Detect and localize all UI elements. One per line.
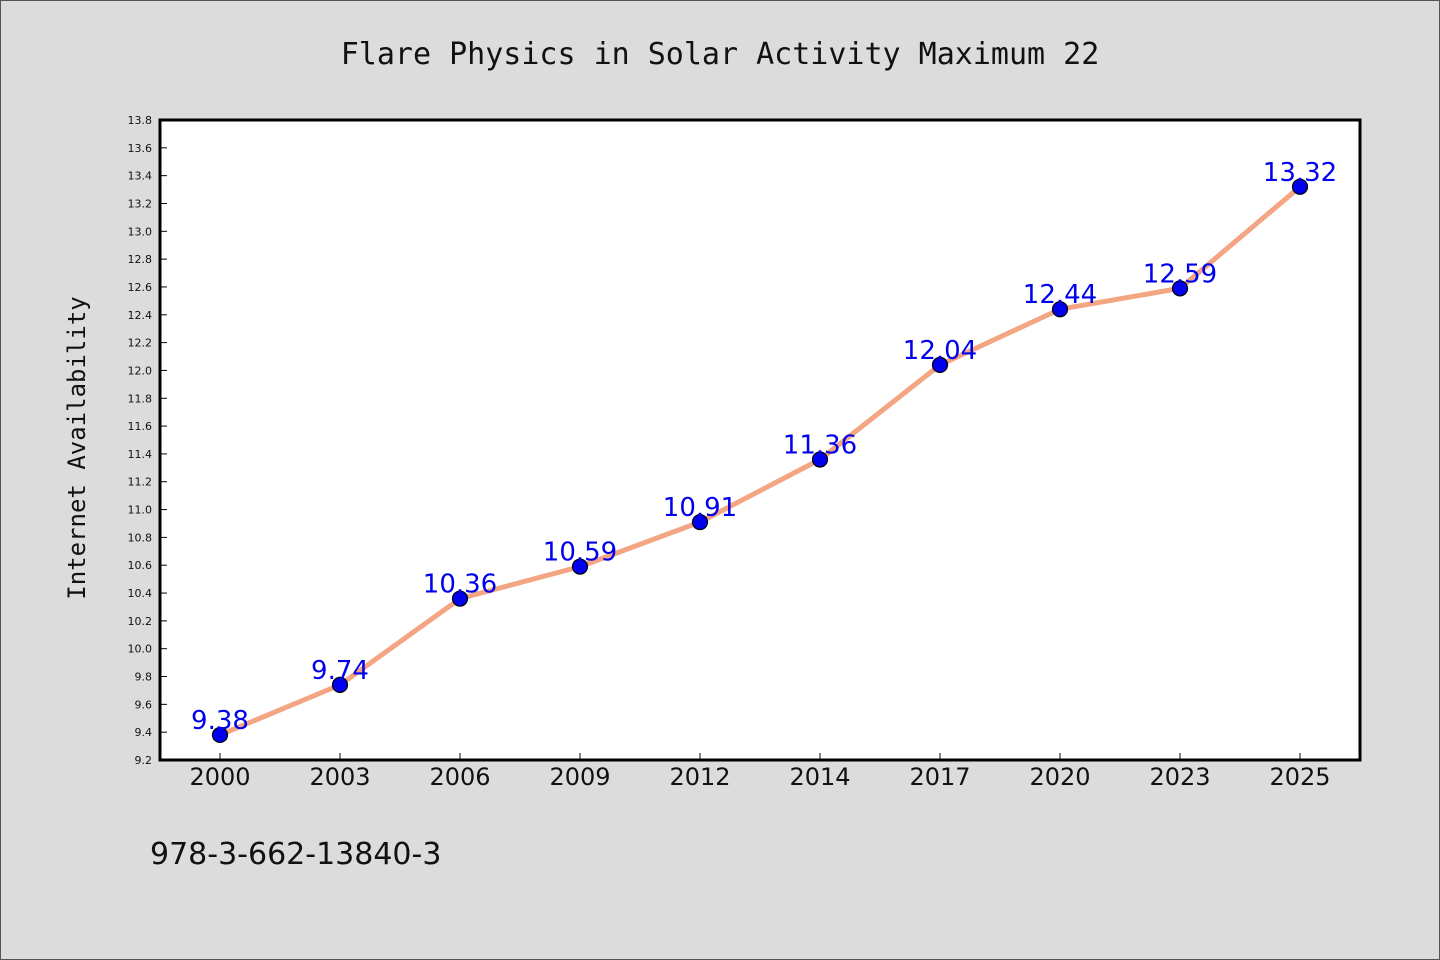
data-point bbox=[811, 451, 829, 468]
data-label: 12.44 bbox=[1023, 280, 1097, 310]
data-point bbox=[451, 590, 469, 607]
data-point bbox=[1291, 178, 1309, 195]
y-tick-label: 11.2 bbox=[128, 476, 153, 489]
data-point bbox=[571, 558, 589, 575]
y-tick-label: 10.4 bbox=[128, 587, 153, 600]
y-tick-label: 13.6 bbox=[128, 142, 153, 155]
x-tick-label: 2023 bbox=[1149, 763, 1210, 791]
x-tick-label: 2020 bbox=[1029, 763, 1090, 791]
y-tick-label: 12.2 bbox=[128, 337, 153, 350]
y-tick-label: 9.2 bbox=[135, 754, 153, 767]
y-tick-label: 10.2 bbox=[128, 615, 153, 628]
y-tick-label: 10.0 bbox=[128, 643, 153, 656]
data-label: 9.38 bbox=[191, 706, 249, 736]
y-axis-label: Internet Availability bbox=[63, 296, 91, 599]
x-tick-label: 2017 bbox=[909, 763, 970, 791]
x-tick-label: 2009 bbox=[549, 763, 610, 791]
y-tick-label: 9.8 bbox=[135, 671, 153, 684]
data-label: 12.59 bbox=[1143, 259, 1217, 289]
isbn-footer: 978-3-662-13840-3 bbox=[150, 837, 441, 872]
x-axis: 2000 2003 2006 2009 2012 2014 2017 2020 2023 2025 bbox=[189, 753, 1331, 791]
y-tick-label: 9.6 bbox=[135, 698, 153, 711]
data-point bbox=[211, 726, 229, 744]
x-tick-label: 2025 bbox=[1269, 763, 1330, 791]
y-tick-label: 12.6 bbox=[128, 281, 153, 294]
data-label: 11.36 bbox=[783, 430, 857, 460]
y-axis: 9.2 9.4 9.6 9.8 10.0 10.2 10.4 10.6 10.8 11.0 11.2… bbox=[128, 114, 167, 767]
y-tick-label: 12.0 bbox=[128, 364, 153, 377]
data-label: 9.74 bbox=[311, 656, 369, 686]
data-label: 12.04 bbox=[903, 336, 977, 366]
data-point bbox=[1051, 301, 1069, 318]
x-tick-label: 2012 bbox=[669, 763, 730, 791]
data-label-layer: 9.38 9.74 10.36 10.59 10.91 11.36 12.04 12.44 12… bbox=[191, 158, 1337, 736]
x-tick-label: 2014 bbox=[789, 763, 850, 791]
y-tick-label: 13.8 bbox=[128, 114, 153, 127]
y-tick-label: 10.6 bbox=[128, 559, 153, 572]
data-point bbox=[1171, 280, 1189, 297]
x-tick-label: 2003 bbox=[309, 763, 370, 791]
y-tick-label: 10.8 bbox=[128, 531, 153, 544]
x-tick-label: 2006 bbox=[429, 763, 490, 791]
data-point bbox=[691, 513, 709, 531]
data-point bbox=[331, 676, 349, 693]
y-tick-label: 13.2 bbox=[128, 197, 153, 210]
chart-title: Flare Physics in Solar Activity Maximum … bbox=[341, 37, 1100, 72]
y-tick-label: 13.0 bbox=[128, 225, 153, 238]
data-point bbox=[931, 356, 949, 373]
plot-area bbox=[158, 118, 1362, 762]
y-tick-label: 13.4 bbox=[128, 170, 153, 183]
y-tick-label: 11.6 bbox=[128, 420, 153, 433]
data-label: 10.91 bbox=[663, 493, 737, 523]
x-tick-label: 2000 bbox=[189, 763, 250, 791]
data-label: 10.59 bbox=[543, 538, 617, 568]
y-tick-label: 11.0 bbox=[128, 504, 153, 517]
y-tick-label: 11.8 bbox=[128, 392, 153, 405]
data-label: 10.36 bbox=[423, 570, 497, 600]
series-line bbox=[217, 184, 1303, 738]
y-tick-label: 12.8 bbox=[128, 253, 153, 266]
y-tick-label: 11.4 bbox=[128, 448, 153, 461]
y-tick-label: 12.4 bbox=[128, 309, 153, 322]
series-layer bbox=[211, 178, 1309, 744]
data-label: 13.32 bbox=[1263, 158, 1337, 188]
y-tick-label: 9.4 bbox=[135, 726, 153, 739]
